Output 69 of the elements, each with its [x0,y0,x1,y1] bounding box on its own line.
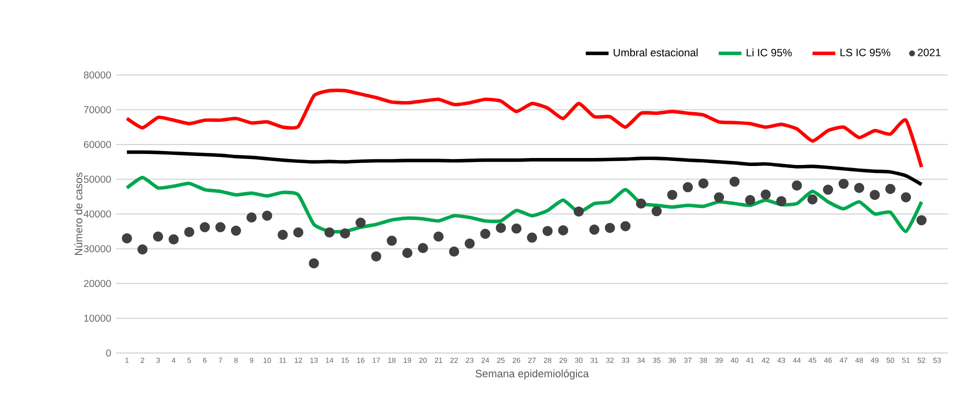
y-tick-label: 70000 [84,106,111,114]
point [433,232,444,242]
y-tick-label: 40000 [84,210,111,218]
point [807,194,818,204]
legend-label: 2021 [918,48,941,56]
y-tick-label: 60000 [84,140,111,148]
point [496,222,506,233]
point [822,184,834,195]
y-tick-label: 30000 [84,245,111,252]
legend-label: Umbral estacional [614,48,698,56]
point [402,248,412,258]
point [900,192,912,202]
point [589,224,600,235]
legend-label: Li IC 95% [746,48,792,56]
y-tick-label: 10000 [84,314,111,322]
point [324,227,335,238]
point [620,221,631,232]
point [215,222,226,232]
line-series [125,88,924,169]
point [386,236,397,246]
point [682,182,693,192]
point [480,228,490,239]
y-tick-label: 0 [106,349,111,357]
y-tick-label: 20000 [84,280,111,288]
point [511,224,522,234]
point [293,227,304,238]
point [308,258,319,268]
point [698,178,708,188]
point [636,198,646,209]
point [604,222,615,233]
point [230,226,242,236]
point [449,246,460,257]
point [371,251,382,262]
point [885,184,896,194]
legend-label: LS IC 95% [840,48,890,56]
point [714,192,724,202]
point [838,178,849,189]
point [168,234,179,244]
point [526,232,538,243]
point [356,218,366,228]
point [916,215,927,226]
point [652,206,662,216]
y-tick-label: 80000 [84,71,111,79]
point [464,238,475,249]
point [558,225,568,236]
point [200,222,210,232]
point [122,233,132,244]
y-tick-label: 50000 [84,176,111,183]
point [246,212,257,223]
point [729,176,740,187]
point [776,196,786,206]
point [745,195,756,206]
point [870,190,880,200]
y-axis-title: Número de casos [74,172,82,255]
point [262,210,272,221]
point [792,180,802,191]
point [760,189,771,200]
point [854,182,864,193]
point [153,232,164,242]
x-axis-title: Semana epidemiológica [476,369,589,380]
line-series [125,150,924,186]
point [278,230,288,240]
point [574,206,584,217]
point [418,242,428,254]
point [184,226,194,238]
point [542,226,553,236]
point [340,228,350,239]
point [667,190,678,200]
point [137,244,148,255]
